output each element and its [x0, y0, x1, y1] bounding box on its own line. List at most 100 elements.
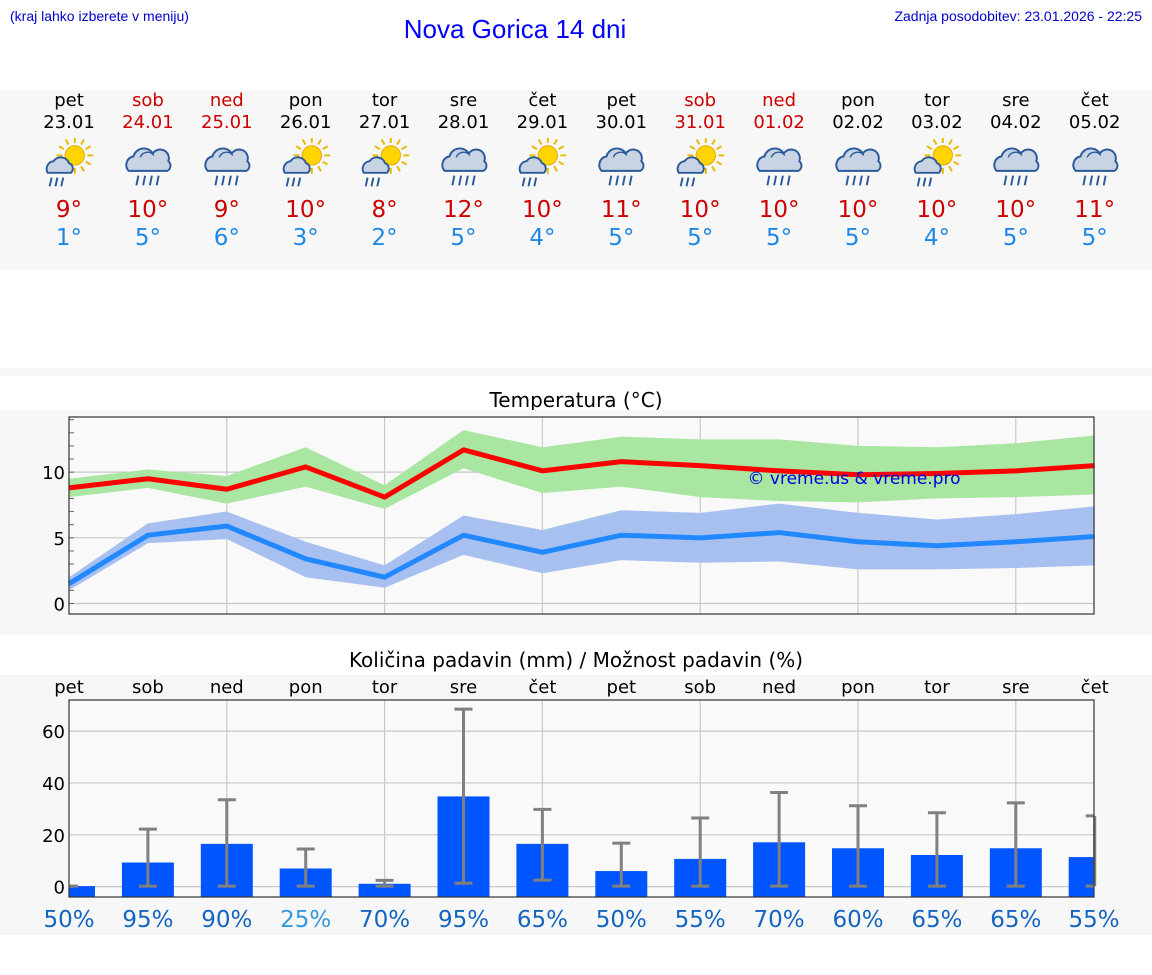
- sun-cloud-rain-icon: [671, 137, 729, 196]
- max-temperature: 11°: [600, 197, 642, 223]
- min-temperature: 4°: [923, 225, 950, 251]
- day-date: 26.01: [279, 112, 332, 133]
- precip-bar: [1068, 857, 1094, 897]
- separator-band: [0, 368, 1152, 376]
- min-temperature: 5°: [844, 225, 872, 251]
- max-temperature: 10°: [522, 197, 563, 223]
- cloud-rain-icon: [750, 138, 808, 196]
- day-name: sre: [1002, 90, 1030, 111]
- x-category-label: pon: [841, 677, 875, 698]
- day-name: pon: [288, 90, 323, 111]
- x-category-label: čet: [528, 677, 556, 698]
- forecast-day: pet 30.01 11° 5°: [581, 90, 661, 252]
- min-temperature: 1°: [55, 225, 83, 251]
- max-temperature: 8°: [371, 197, 398, 223]
- precip-bar: [69, 886, 95, 897]
- day-date: 27.01: [358, 112, 411, 133]
- max-temperature: 9°: [213, 197, 240, 223]
- precip-probability: 50%: [43, 907, 94, 933]
- y-tick-label: 60: [42, 722, 65, 743]
- min-temperature: 5°: [1002, 225, 1029, 251]
- max-temperature: 10°: [285, 197, 327, 223]
- y-tick-label: 10: [42, 463, 65, 484]
- precip-probability: 65%: [911, 907, 962, 933]
- day-date: 02.02: [832, 112, 884, 133]
- day-name: tor: [371, 90, 398, 111]
- precip-probability: 65%: [517, 907, 568, 933]
- day-date: 05.02: [1068, 112, 1121, 133]
- sun-cloud-rain-icon: [908, 137, 966, 196]
- max-temperature: 10°: [679, 197, 721, 223]
- day-name: sob: [684, 90, 717, 111]
- min-temperature: 5°: [766, 225, 793, 251]
- max-temperature: 10°: [916, 197, 958, 223]
- cloud-rain-icon: [119, 138, 177, 196]
- y-tick-label: 40: [42, 774, 65, 795]
- precip-probability: 70%: [359, 907, 410, 933]
- day-date: 30.01: [595, 112, 648, 133]
- day-date: 29.01: [516, 112, 569, 133]
- sun-cloud-rain-icon: [277, 137, 335, 196]
- day-name: sre: [449, 90, 478, 111]
- sun-cloud-rain-icon: [513, 137, 571, 196]
- forecast-day: ned 01.02 10° 5°: [739, 90, 819, 252]
- precip-probability: 95%: [122, 907, 173, 933]
- sun-cloud-rain-icon: [40, 137, 98, 196]
- min-temperature: 5°: [450, 225, 477, 251]
- cloud-rain-icon: [829, 138, 887, 196]
- day-name: čet: [528, 90, 557, 111]
- location-menu-hint: (kraj lahko izberete v meniju): [10, 8, 189, 24]
- precip-probability: 70%: [754, 907, 805, 933]
- precip-probability: 55%: [675, 907, 726, 933]
- x-category-label: ned: [210, 677, 244, 698]
- x-category-label: sre: [1002, 677, 1029, 698]
- y-tick-label: 20: [42, 826, 65, 847]
- forecast-strip: pet 23.01 9° 1° sob 24.01 10° 5° ned 25.01 9° 6° pon…: [0, 90, 1152, 270]
- day-date: 23.01: [43, 112, 95, 133]
- day-date: 01.02: [753, 112, 805, 133]
- forecast-day: tor 27.01 8° 2°: [345, 90, 425, 252]
- series-line-max: [68, 447, 1095, 500]
- forecast-day: ned 25.01 9° 6°: [187, 90, 267, 252]
- series-line-min: [67, 523, 1095, 586]
- watermark: © vreme.us & vreme.pro: [747, 469, 960, 489]
- day-date: 31.01: [674, 112, 726, 133]
- day-name: pet: [54, 90, 84, 111]
- forecast-day: sob 31.01 10° 5°: [660, 90, 740, 252]
- temperature-chart: 0 5 10 © vreme.us & vreme.pro: [42, 416, 1095, 615]
- min-temperature: 4°: [529, 225, 556, 251]
- forecast-day: sre 28.01 12° 5°: [424, 90, 504, 252]
- y-tick-label: 0: [54, 878, 65, 899]
- series-band-min: [69, 503, 1095, 591]
- precip-probability: 60%: [832, 907, 883, 933]
- max-temperature: 10°: [995, 197, 1037, 223]
- x-category-label: ned: [762, 677, 796, 698]
- precip-probability: 95%: [438, 907, 489, 933]
- forecast-day: pet 23.01 9° 1°: [29, 90, 109, 252]
- precipitation-chart-panel: pet sob ned pon tor sre čet pet sob ned pon tor sre č…: [0, 675, 1152, 935]
- precip-probability: 90%: [201, 907, 252, 933]
- x-category-label: sre: [450, 677, 477, 698]
- forecast-day: čet 29.01 10° 4°: [502, 90, 582, 252]
- plot-frame: [68, 699, 1095, 898]
- x-category-label: čet: [1081, 677, 1109, 698]
- day-date: 28.01: [437, 112, 490, 133]
- x-category-label: pet: [607, 677, 637, 698]
- day-name: pon: [841, 90, 875, 111]
- y-tick-label: 5: [54, 529, 65, 550]
- min-temperature: 5°: [1081, 225, 1108, 251]
- day-name: ned: [762, 90, 797, 111]
- max-temperature: 11°: [1074, 197, 1116, 223]
- cloud-rain-icon: [435, 138, 493, 196]
- forecast-day: sob 24.01 10° 5°: [108, 90, 188, 252]
- day-date: 24.01: [122, 112, 174, 133]
- x-category-label: pon: [289, 677, 323, 698]
- day-date: 04.02: [990, 112, 1042, 133]
- temperature-chart-title: Temperatura (°C): [489, 388, 663, 412]
- x-category-label: sob: [684, 677, 716, 698]
- day-name: tor: [924, 90, 950, 111]
- y-tick-label: 0: [54, 594, 65, 615]
- page-title: Nova Gorica 14 dni: [403, 14, 627, 44]
- precip-probability: 25%: [280, 907, 331, 933]
- series-band-max: [69, 430, 1095, 509]
